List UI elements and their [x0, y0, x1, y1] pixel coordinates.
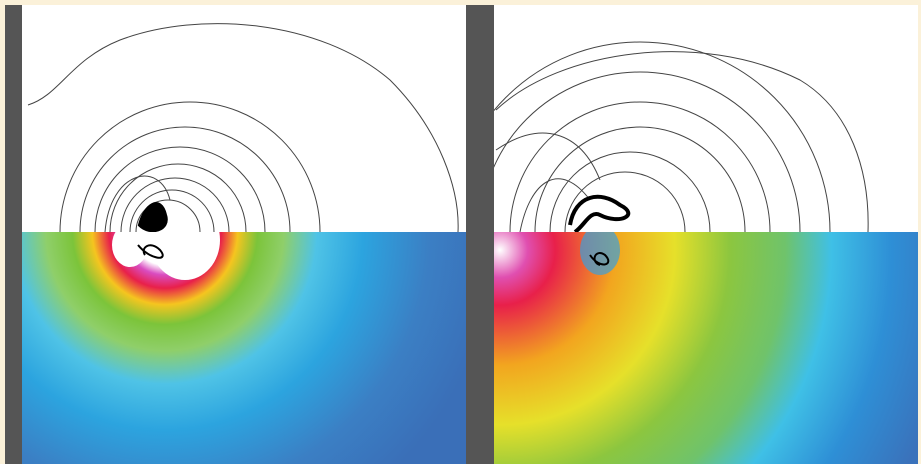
contour-loop [137, 244, 164, 259]
panel-edge [466, 5, 494, 464]
color-field [494, 232, 918, 464]
contours [494, 41, 869, 232]
color-field [22, 232, 466, 464]
panel-edge [5, 5, 22, 464]
contour-loop [589, 252, 610, 266]
panel-top [22, 5, 466, 232]
blue-lobe [580, 232, 620, 275]
panel-top [494, 5, 918, 232]
hot-spot [112, 232, 220, 280]
contours [27, 23, 459, 232]
